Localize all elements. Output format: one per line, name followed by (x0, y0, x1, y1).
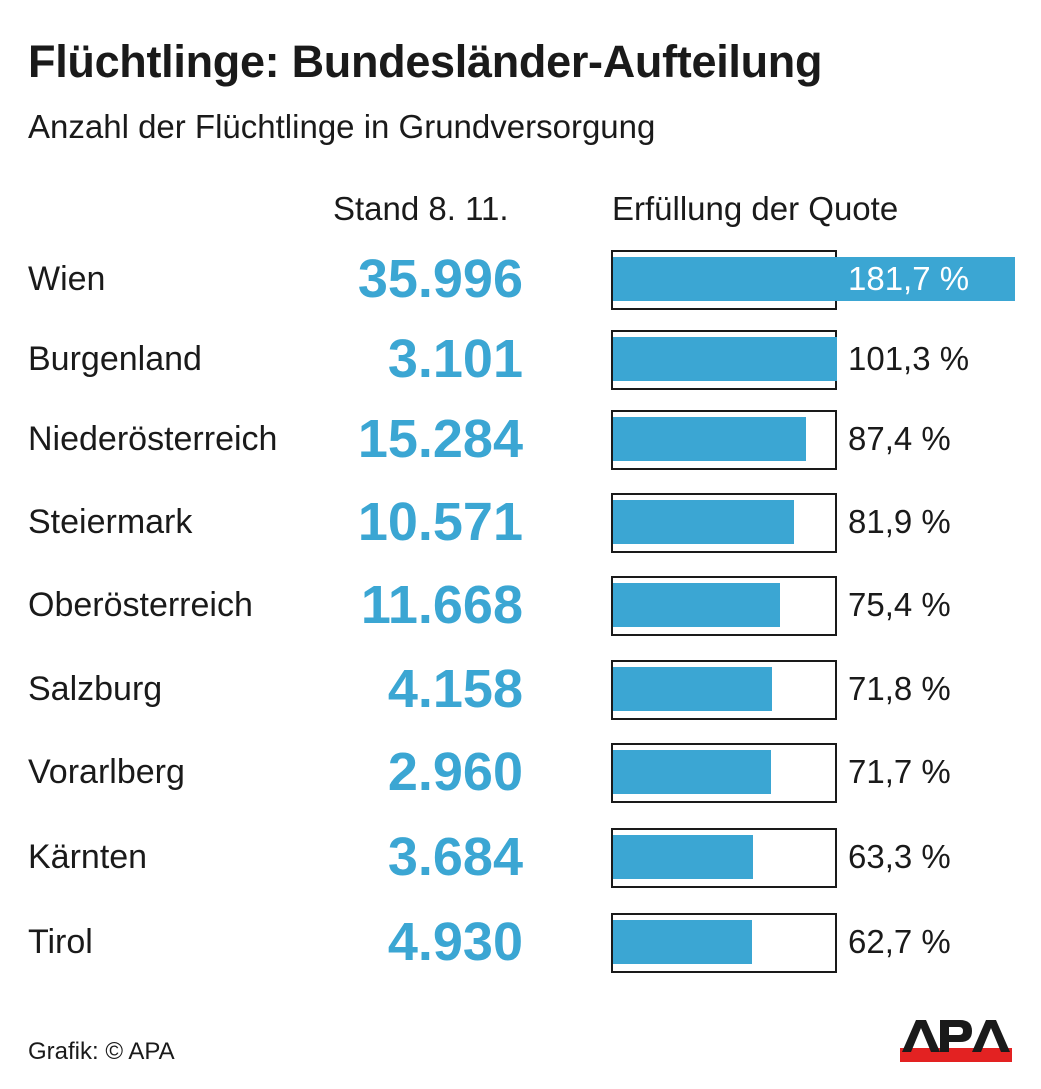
logo-red-band (900, 1048, 1012, 1062)
refugee-count: 10.571 (357, 492, 523, 552)
quota-bar (613, 417, 807, 461)
state-name: Kärnten (28, 838, 148, 876)
quota-frame (611, 576, 837, 636)
row-1: Burgenland 3.101 101,3 % (0, 329, 1041, 390)
refugee-count: 3.684 (387, 827, 523, 887)
row-3: Steiermark 10.571 81,9 % (0, 492, 1041, 553)
count-column-header: Stand 8. 11. (333, 190, 509, 227)
quota-bar (613, 835, 753, 879)
state-name: Wien (28, 260, 106, 298)
state-name: Niederösterreich (28, 420, 278, 458)
state-name: Steiermark (28, 503, 193, 541)
chart-subtitle: Anzahl der Flüchtlinge in Grundversorgun… (28, 108, 656, 145)
refugee-count: 35.996 (357, 249, 523, 309)
quota-bar (613, 583, 780, 627)
state-name: Vorarlberg (28, 753, 185, 791)
refugee-count: 11.668 (360, 575, 523, 635)
row-6: Vorarlberg 2.960 71,7 % (0, 742, 1041, 803)
quota-label: 71,8 % (848, 670, 951, 707)
quota-frame (611, 493, 837, 553)
quota-label: 75,4 % (848, 586, 951, 623)
refugee-count: 4.930 (387, 912, 523, 972)
quota-label: 81,9 % (848, 503, 951, 540)
quota-label: 87,4 % (848, 420, 951, 457)
quota-frame (611, 743, 837, 803)
refugee-count: 4.158 (387, 659, 523, 719)
state-name: Salzburg (28, 670, 163, 708)
quota-bar (613, 667, 772, 711)
quota-bar (613, 920, 752, 964)
refugee-count: 15.284 (357, 409, 523, 469)
row-8: Tirol 4.930 62,7 % (0, 912, 1041, 973)
quota-label: 181,7 % (848, 260, 970, 297)
refugee-count: 3.101 (387, 329, 523, 389)
quota-column-header: Erfüllung der Quote (612, 190, 899, 227)
apa-logo (900, 1020, 1012, 1062)
refugee-count: 2.960 (387, 742, 523, 802)
quota-label: 63,3 % (848, 838, 951, 875)
quota-bar (613, 500, 794, 544)
quota-bar (613, 337, 837, 381)
quota-frame (611, 660, 837, 720)
state-name: Tirol (28, 923, 93, 961)
quota-frame (611, 410, 837, 470)
quota-label: 71,7 % (848, 753, 951, 790)
row-4: Oberösterreich 11.668 75,4 % (0, 575, 1041, 636)
logo-letters (902, 1020, 1010, 1052)
quota-label: 101,3 % (848, 340, 970, 377)
state-name: Oberösterreich (28, 586, 253, 624)
chart-title: Flüchtlinge: Bundesländer-Aufteilung (28, 36, 823, 87)
state-name: Burgenland (28, 340, 202, 378)
quota-frame (611, 828, 837, 888)
quota-bar (613, 750, 772, 794)
quota-bar (613, 257, 1015, 301)
row-5: Salzburg 4.158 71,8 % (0, 659, 1041, 720)
source-credit: Grafik: © APA (28, 1038, 175, 1065)
quota-frame (611, 913, 837, 973)
row-2: Niederösterreich 15.284 87,4 % (0, 409, 1041, 470)
quota-label: 62,7 % (848, 923, 951, 960)
row-7: Kärnten 3.684 63,3 % (0, 827, 1041, 888)
row-0: Wien 35.996 181,7 % (0, 249, 1041, 310)
